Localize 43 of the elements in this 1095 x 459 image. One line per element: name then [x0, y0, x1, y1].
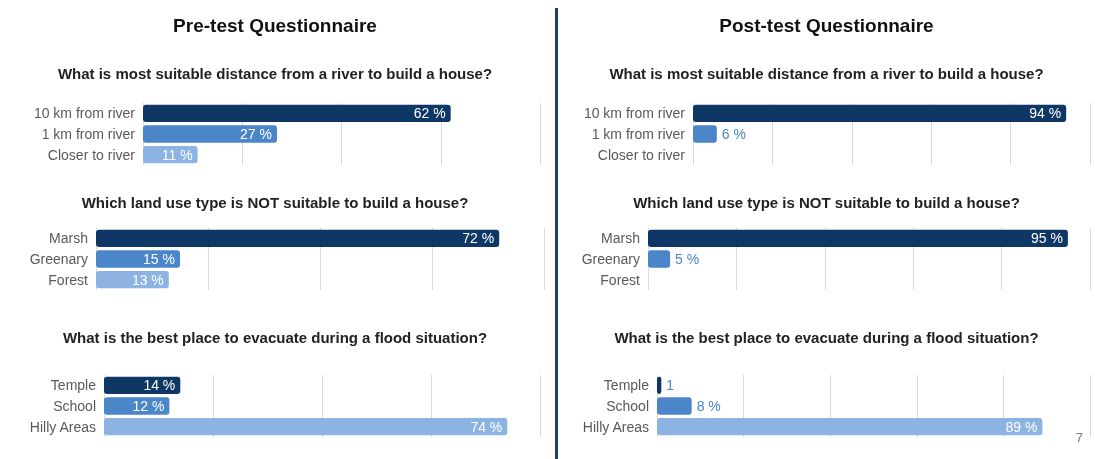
chart-subtitle: What is the best place to evacuate during a flood situation? — [62, 329, 488, 346]
data-label: 1 — [666, 377, 675, 394]
y-tick-label: Forest — [600, 271, 641, 288]
y-tick-label: 1 km from river — [41, 126, 136, 142]
data-label: 13 % — [131, 271, 164, 288]
data-label: 11 % — [161, 146, 193, 163]
y-tick-label: Closer to river — [597, 146, 686, 163]
y-tick-label: 10 km from river — [33, 105, 136, 122]
chart-subtitle: Which land use type is NOT suitable to build a house? — [81, 194, 469, 211]
data-label: 6 % — [721, 126, 746, 142]
y-tick-label: School — [53, 398, 96, 414]
data-label: 74 % — [470, 418, 503, 435]
data-label: 8 % — [696, 398, 721, 414]
y-tick-label: Greenary — [581, 251, 640, 267]
y-tick-label: Closer to river — [47, 146, 136, 163]
chart-subtitle: Which land use type is NOT suitable to build a house? — [633, 194, 1020, 211]
y-tick-label: Greenary — [29, 251, 88, 267]
data-label: 95 % — [1030, 230, 1063, 247]
y-tick-label: Hilly Areas — [582, 418, 649, 435]
data-label: 62 % — [413, 105, 446, 122]
y-tick-label: Temple — [50, 377, 97, 394]
y-tick-label: 10 km from river — [583, 105, 686, 122]
data-label: 27 % — [240, 126, 272, 142]
y-tick-label: Marsh — [49, 230, 88, 247]
data-label: 14 % — [143, 377, 176, 394]
chart-title: Pre-test Questionnaire — [173, 15, 377, 36]
data-label: 12 % — [132, 398, 165, 414]
data-label: 94 % — [1029, 105, 1062, 122]
data-label: 5 % — [675, 251, 700, 267]
y-tick-label: School — [606, 398, 649, 414]
y-tick-label: Temple — [603, 377, 650, 394]
data-label: 15 % — [143, 251, 175, 267]
chart-title: Post-test Questionnaire — [719, 15, 934, 36]
y-tick-label: 1 km from river — [591, 126, 686, 142]
annotation: 7 — [1075, 430, 1083, 445]
chart-subtitle: What is the best place to evacuate during a flood situation? — [614, 329, 1039, 346]
y-tick-label: Hilly Areas — [29, 418, 96, 435]
y-tick-label: Marsh — [601, 230, 640, 247]
chart-subtitle: What is most suitable distance from a river to build a house? — [609, 65, 1044, 82]
data-label: 89 % — [1005, 418, 1038, 435]
y-tick-label: Forest — [48, 271, 89, 288]
data-label: 72 % — [462, 230, 495, 247]
chart-subtitle: What is most suitable distance from a river to build a house? — [57, 65, 493, 82]
